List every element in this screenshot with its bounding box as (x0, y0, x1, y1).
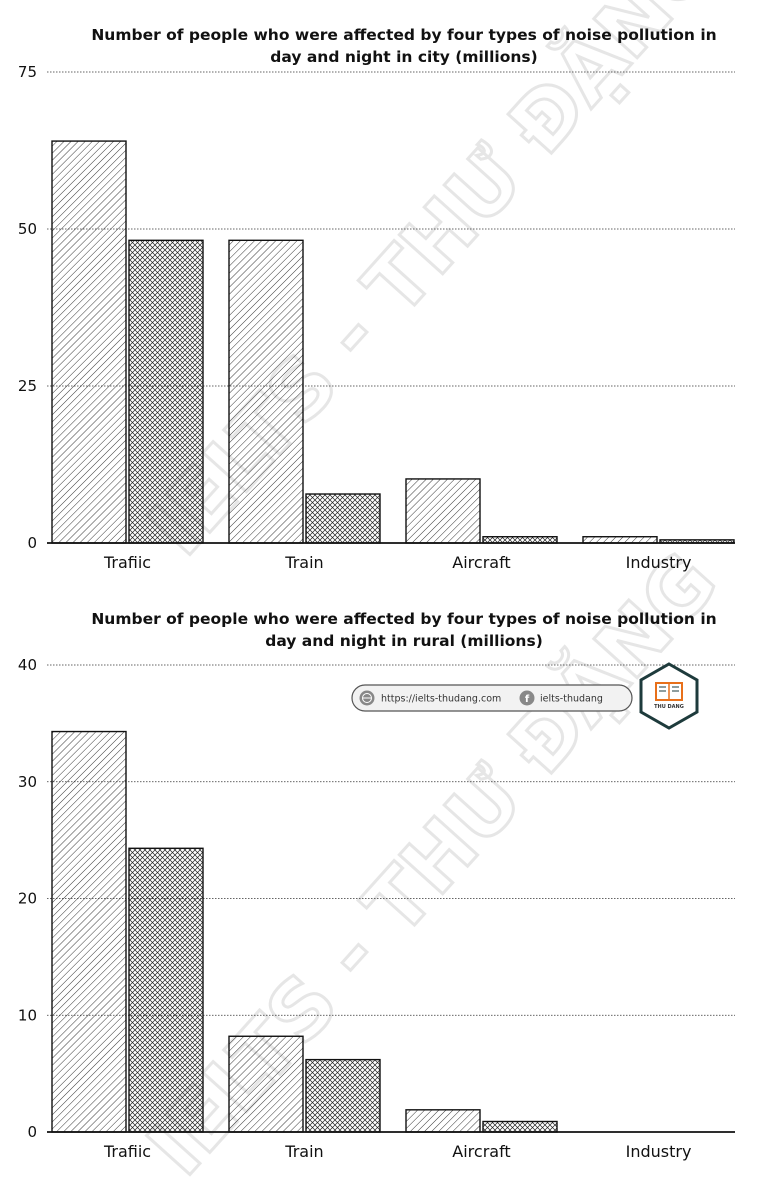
branding-pill: https://ielts-thudang.com f ielts-thudan… (351, 684, 633, 712)
bar (582, 536, 658, 544)
bar (228, 239, 304, 544)
bar (305, 493, 381, 544)
x-tick-label: Aircraft (452, 553, 510, 572)
chart-title-line2: day and night in rural (millions) (265, 632, 543, 650)
y-tick-label: 0 (27, 1123, 37, 1141)
bar (228, 1035, 304, 1133)
x-tick-label: Train (284, 553, 323, 572)
x-axis-ticks: Trafiic Train Aircraft Industry (103, 1142, 691, 1161)
y-axis-ticks: 0 10 20 30 40 (18, 656, 37, 1141)
bar (482, 1120, 558, 1133)
y-tick-label: 10 (18, 1006, 37, 1024)
facebook-icon (519, 690, 535, 706)
svg-text:f: f (525, 694, 530, 705)
y-tick-label: 0 (27, 534, 37, 552)
rural-noise-chart: Number of people who were affected by fo… (18, 610, 735, 1161)
y-tick-label: 40 (18, 656, 37, 674)
bar (128, 239, 204, 544)
y-axis-ticks: 0 25 50 75 (18, 63, 37, 552)
bar (51, 140, 127, 544)
bar (51, 730, 127, 1133)
logo-text: THU DANG (654, 704, 684, 710)
bar (128, 847, 204, 1133)
bar (305, 1058, 381, 1133)
y-tick-label: 75 (18, 63, 37, 81)
bar (482, 536, 558, 544)
x-tick-label: Industry (626, 1142, 692, 1161)
chart-title-line1: Number of people who were affected by fo… (91, 26, 716, 44)
chart-title-line1: Number of people who were affected by fo… (91, 610, 716, 628)
x-tick-label: Train (284, 1142, 323, 1161)
bar (405, 1109, 481, 1133)
x-tick-label: Aircraft (452, 1142, 510, 1161)
facebook-handle[interactable]: ielts-thudang (540, 694, 603, 705)
y-tick-label: 25 (18, 377, 37, 395)
y-tick-label: 50 (18, 220, 37, 238)
y-tick-label: 20 (18, 890, 37, 908)
x-axis-ticks: Trafiic Train Aircraft Industry (103, 553, 691, 572)
x-tick-label: Industry (626, 553, 692, 572)
website-link[interactable]: https://ielts-thudang.com (381, 694, 501, 705)
brand-logo: THU DANG (639, 662, 699, 730)
bar (405, 478, 481, 544)
y-tick-label: 30 (18, 773, 37, 791)
bars (51, 140, 735, 544)
bars (51, 730, 558, 1133)
x-tick-label: Trafiic (103, 553, 151, 572)
x-tick-label: Trafiic (103, 1142, 151, 1161)
chart-title-line2: day and night in city (millions) (270, 48, 537, 66)
city-noise-chart: Number of people who were affected by fo… (18, 26, 735, 572)
